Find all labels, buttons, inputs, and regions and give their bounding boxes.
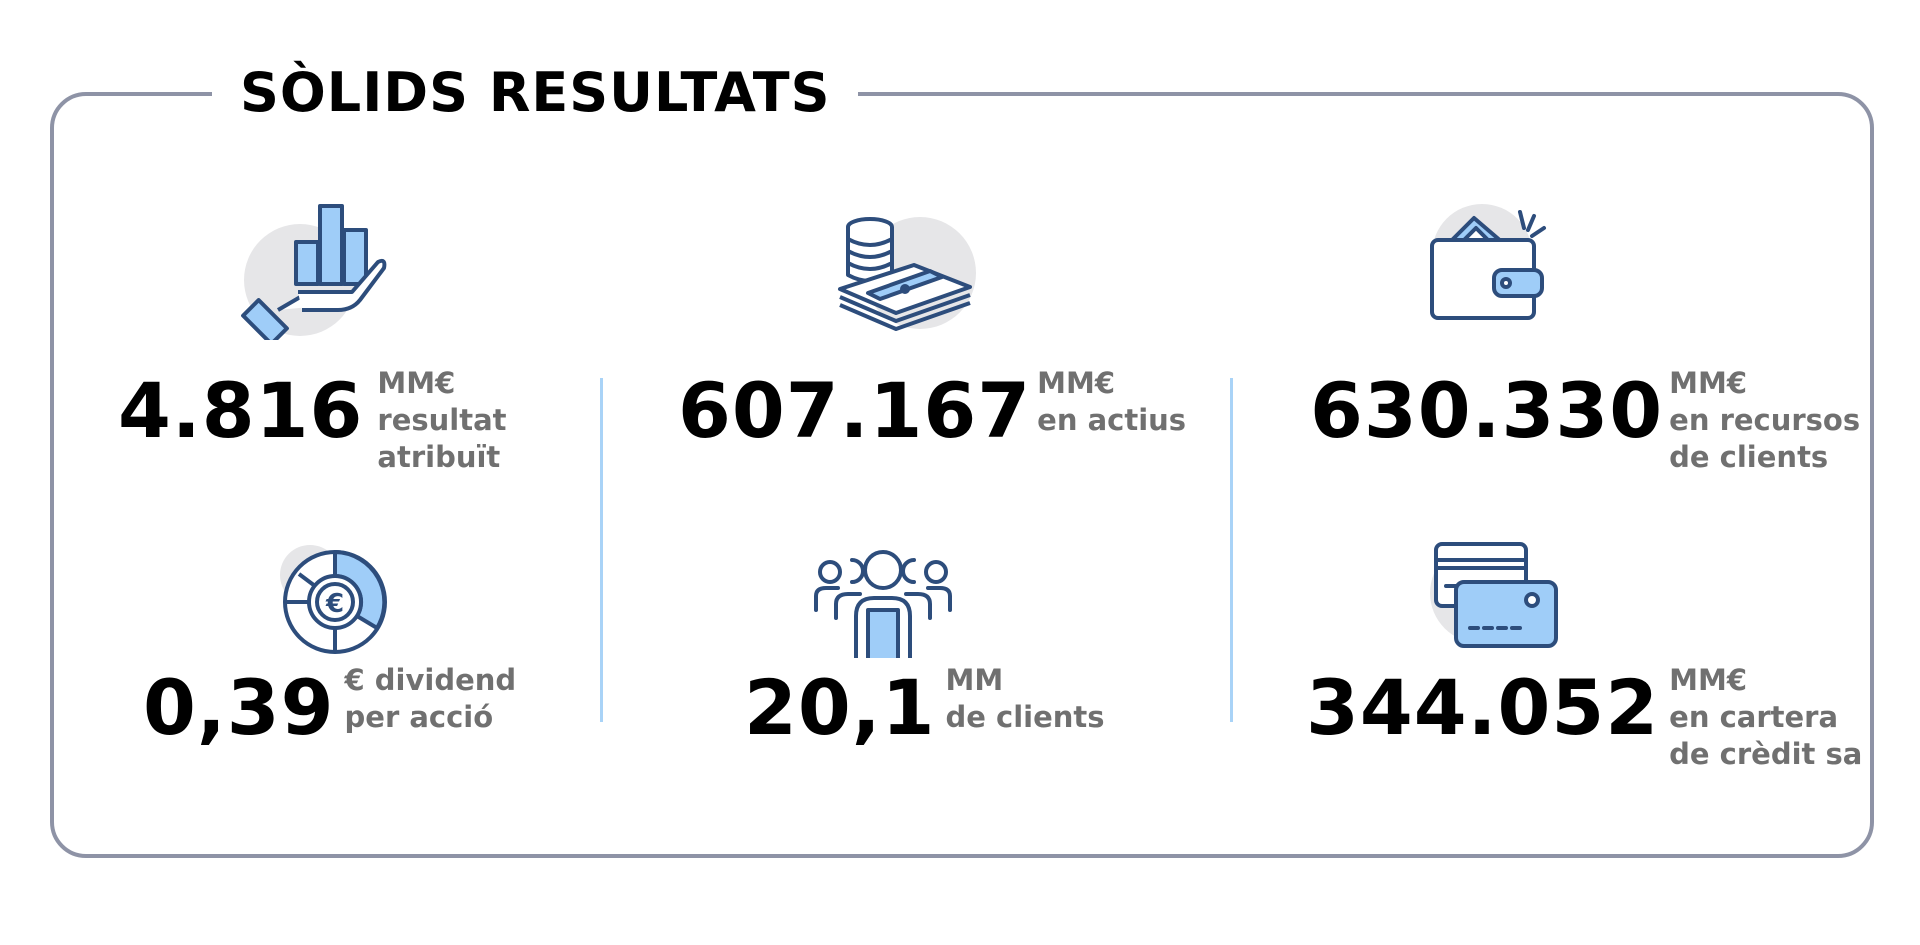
stat-label-line1: en recursos [1669, 403, 1861, 437]
hand-bar-chart-icon [240, 200, 390, 340]
coins-cash-icon [830, 215, 980, 335]
column-divider-2 [1230, 378, 1233, 722]
stat-unit: MM [945, 663, 1004, 697]
stat-net-profit: 4.816 MM€ resultat atribuït [118, 366, 507, 476]
stat-customer-funds: 630.330 MM€ en recursos de clients [1310, 366, 1860, 476]
stat-unit: MM€ [1669, 366, 1748, 400]
stat-total-assets: 607.167 MM€ en actius [678, 366, 1186, 455]
stat-label: MM€ en actius [1037, 365, 1186, 439]
column-divider-1 [600, 378, 603, 722]
stat-unit: MM€ [1037, 366, 1116, 400]
stat-label: MM€ en recursos de clients [1669, 365, 1860, 476]
stat-label-line1: en actius [1037, 403, 1187, 437]
stat-unit: MM€ [377, 366, 456, 400]
stat-unit: MM€ [1669, 663, 1748, 697]
stat-value: 607.167 [678, 366, 1032, 455]
stat-value: 344.052 [1306, 663, 1660, 752]
credit-cards-icon [1420, 538, 1560, 653]
stat-label-line2: de crèdit sa [1669, 737, 1863, 771]
stat-unit: € dividend [344, 663, 517, 697]
stat-value: 0,39 [143, 663, 335, 752]
svg-text:€: € [325, 589, 344, 619]
stat-loan-portfolio: 344.052 MM€ en cartera de crèdit sa [1306, 663, 1862, 773]
stat-label: MM€ resultat atribuït [377, 365, 506, 476]
stat-value: 20,1 [744, 663, 936, 752]
stat-label-line1: per acció [344, 700, 494, 734]
stat-customers: 20,1 MM de clients [744, 663, 1105, 752]
stat-label: € dividend per acció [345, 662, 517, 736]
stat-label-line1: resultat [377, 403, 507, 437]
people-group-icon [812, 548, 954, 658]
stat-label-line2: de clients [1669, 440, 1829, 474]
wallet-icon [1420, 200, 1560, 325]
euro-pie-chart-icon: € [275, 540, 395, 660]
stat-label-line1: de clients [945, 700, 1105, 734]
results-panel [50, 92, 1874, 858]
stat-label-line1: en cartera [1669, 700, 1839, 734]
stat-label-line2: atribuït [377, 440, 501, 474]
stat-label: MM€ en cartera de crèdit sa [1669, 662, 1862, 773]
stat-value: 630.330 [1310, 366, 1664, 455]
stat-label: MM de clients [946, 662, 1105, 736]
stat-value: 4.816 [118, 366, 364, 455]
stat-dividend: 0,39 € dividend per acció [143, 663, 516, 752]
panel-title: SÒLIDS RESULTATS [212, 58, 859, 128]
